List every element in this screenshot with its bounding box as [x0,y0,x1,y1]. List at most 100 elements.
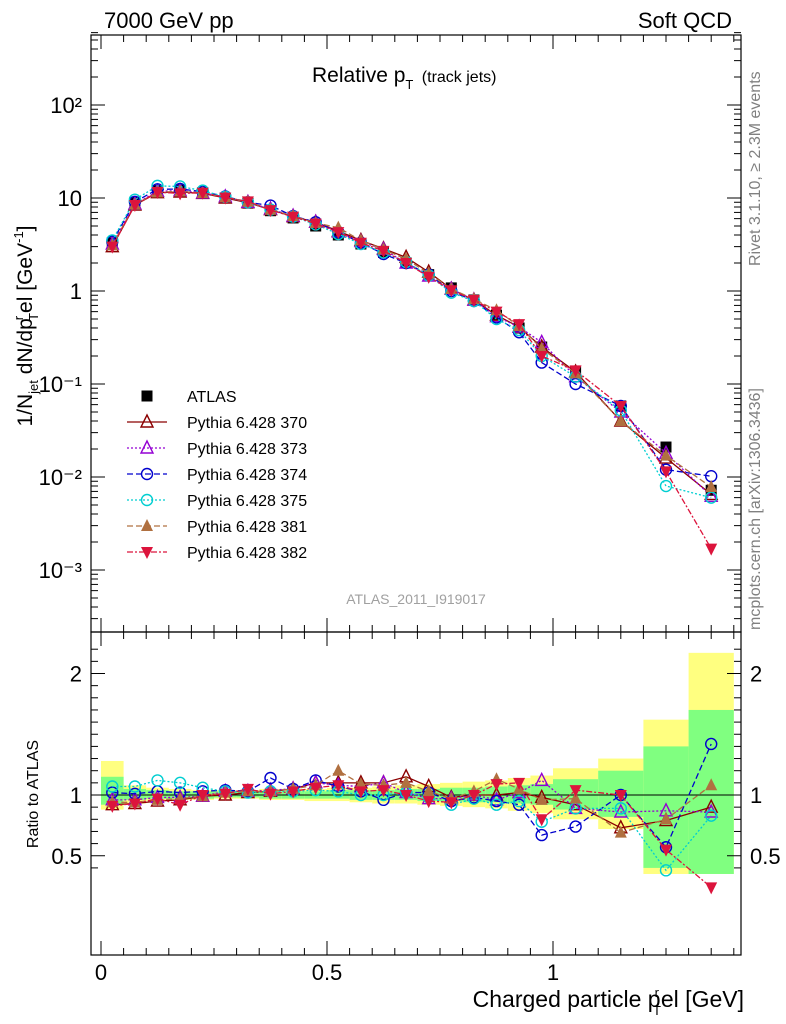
series-line [111,185,712,499]
band-green [101,776,124,805]
ratio-plot-frame [90,631,742,956]
data-point [705,778,718,791]
data-point [659,864,673,877]
data-point [660,448,672,461]
data-point [705,809,718,822]
series-line [111,190,712,488]
band-green [327,790,350,799]
legend: ATLAS Pythia 6.428 370 Pythia 6.428 373 Pyt… [127,389,307,562]
data-point [535,828,548,842]
data-point [264,771,277,785]
ratio-y-axis-label: Ratio to ATLAS [25,740,42,848]
data-point [490,779,503,792]
data-point [174,188,187,201]
legend-item: Pythia 6.428 382 [127,545,307,562]
data-point [219,788,232,801]
band-green [688,709,734,874]
legend-label: ATLAS [187,389,237,406]
ratio-uncertainty-bands [101,652,734,874]
data-point [569,785,582,798]
data-point [151,774,164,787]
series-line [112,779,712,813]
x-tick-label: 0 [95,960,107,985]
series-line [111,191,712,549]
data-point [354,237,367,250]
data-point [613,803,628,818]
y-tick-label: 1 [70,279,82,304]
data-point [535,351,548,364]
legend-item: Pythia 6.428 375 [127,493,307,510]
series-line [111,188,712,477]
analysis-watermark: ATLAS_2011_I919017 [346,591,486,607]
data-point [400,258,413,271]
data-point [660,466,672,479]
data-point [309,782,322,795]
data-point [660,844,672,857]
data-point [141,519,153,531]
data-point [196,187,209,200]
y-tick-label: 10⁻¹ [39,372,82,397]
data-point [332,763,345,776]
data-point [614,790,627,802]
legend-item: ATLAS [141,389,237,406]
data-point [264,788,277,801]
data-point [512,798,526,811]
data-point [660,812,672,825]
data-point [705,491,718,504]
legend-label: Pythia 6.428 373 [187,441,307,458]
legend-label: Pythia 6.428 374 [187,467,307,484]
y-tick-label: 10² [50,93,82,118]
data-point [174,799,187,812]
legend-label: Pythia 6.428 370 [187,415,307,432]
data-point [377,245,390,258]
data-point [445,797,458,810]
data-point [705,882,718,895]
data-point [569,365,582,378]
data-point [614,825,627,838]
y-tick-label: 10⁻² [39,465,82,490]
chart-title: Relative pT (track jets) [312,64,496,92]
ratio-y-tick-label-right: 0.5 [750,844,781,869]
data-point [332,227,345,240]
data-point [659,479,673,493]
data-point [704,798,719,813]
data-point [422,271,435,284]
data-point [569,791,582,804]
data-point [535,792,548,805]
x-tick-label: 1 [547,960,559,985]
data-point [422,784,435,797]
data-point [106,800,119,813]
legend-label: Pythia 6.428 375 [187,493,307,510]
ratio-y-tick-label-left: 2 [70,662,82,687]
data-point [128,798,141,811]
data-point [490,798,503,811]
data-point [512,794,526,808]
data-point [151,187,164,200]
data-point [151,793,164,806]
data-point [400,775,413,788]
data-point [140,493,154,507]
data-point [140,467,154,481]
data-point [569,377,582,391]
data-point [513,777,526,790]
data-point [354,777,367,790]
data-point [354,786,367,799]
ratio-y-ticks: 0.5 0.5 1 1 2 2 [51,648,781,869]
data-point [490,794,503,808]
ratio-y-tick-label-left: 0.5 [51,844,82,869]
main-y-ticks: 10⁻³ 10⁻² 10⁻¹ 1 10 10² [39,32,741,620]
data-point [445,285,458,298]
data-point [139,439,155,454]
legend-item: Pythia 6.428 374 [127,467,307,484]
y-axis-label: 1/Njet dN/dprTel [GeV-1] [11,225,41,426]
data-point [141,547,153,559]
data-point [614,401,627,414]
header-category-label: Soft QCD [637,8,732,33]
data-point [141,390,153,402]
legend-item: Pythia 6.428 381 [127,519,307,536]
data-point [287,786,300,799]
data-point [377,785,390,798]
ratio-y-tick-label-right: 1 [750,783,762,808]
x-tick-label: 0.5 [312,960,343,985]
